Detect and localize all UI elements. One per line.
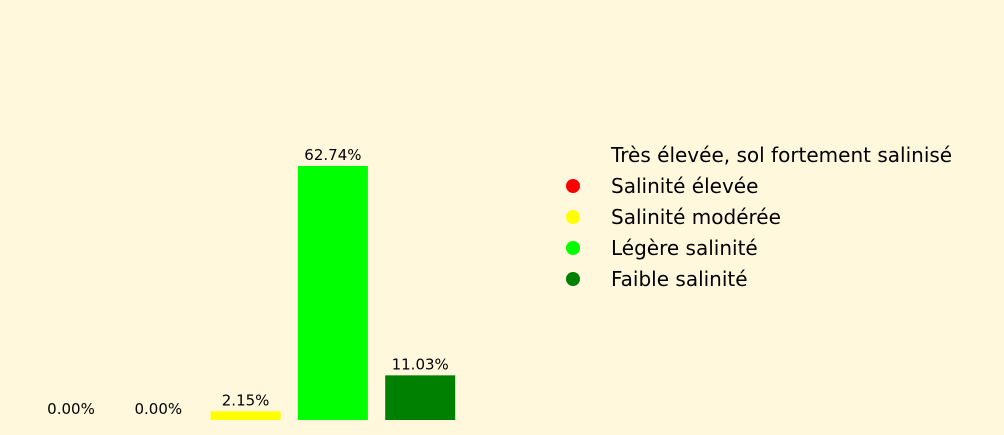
legend-label-2: Salinité modérée [611, 205, 781, 229]
legend-marker-1 [566, 179, 580, 193]
legend-label-3: Légère salinité [611, 236, 758, 260]
bar-4 [385, 375, 456, 420]
bar-value-label-1: 0.00% [134, 400, 182, 418]
legend-marker-3 [566, 241, 580, 255]
legend-label-4: Faible salinité [611, 267, 748, 291]
bar-value-label-2: 2.15% [222, 391, 270, 409]
legend-marker-2 [566, 210, 580, 224]
bar-3 [297, 166, 368, 420]
bar-value-label-4: 11.03% [392, 355, 449, 373]
bar-labels-group: 0.00% 0.00% 2.15% 62.74% 11.03% [47, 146, 449, 418]
legend-marker-4 [566, 272, 580, 286]
bars-group [210, 166, 456, 420]
bar-value-label-0: 0.00% [47, 400, 95, 418]
legend: Très élevée, sol fortement salinisé Salin… [566, 143, 952, 291]
legend-label-1: Salinité élevée [611, 174, 758, 198]
legend-marker-0 [566, 148, 580, 162]
bar-2 [210, 411, 281, 420]
bar-value-label-3: 62.74% [304, 146, 361, 164]
legend-label-0: Très élevée, sol fortement salinisé [610, 143, 952, 167]
